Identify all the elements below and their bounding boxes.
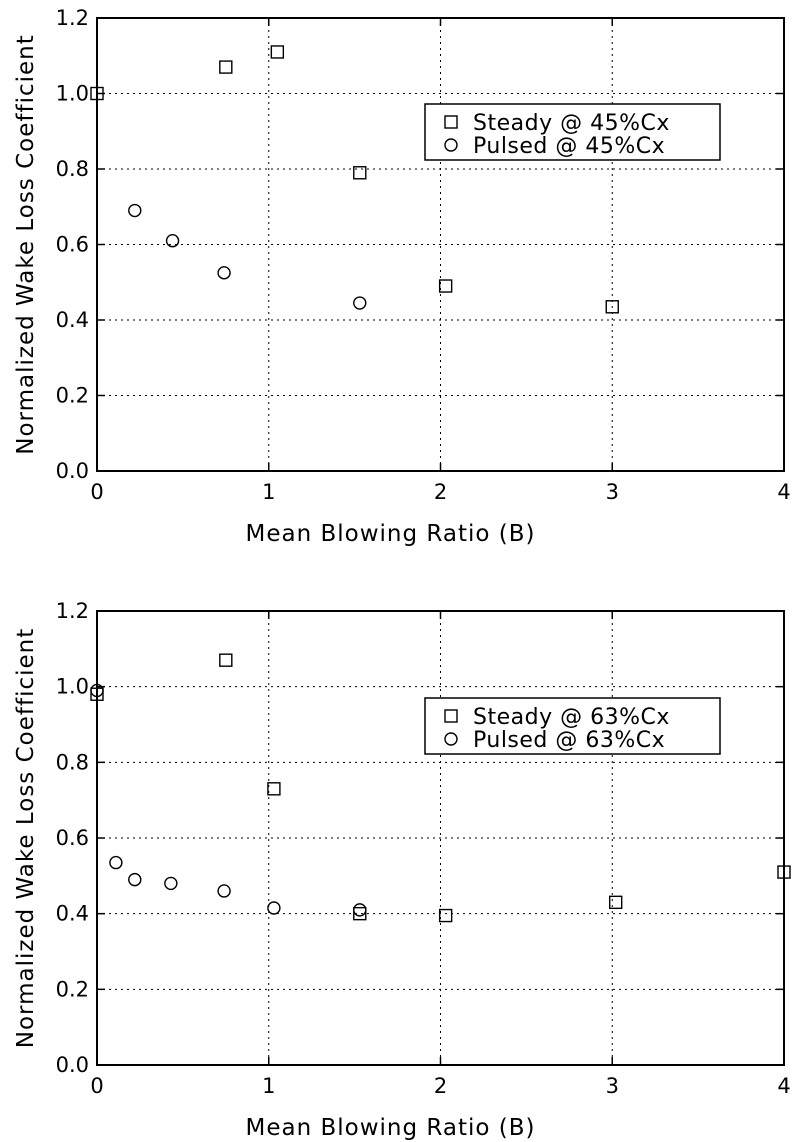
legend-entry: Pulsed @ 63%Cx [473, 728, 665, 753]
x-axis-label: Mean Blowing Ratio (B) [246, 521, 536, 547]
square-point [353, 906, 367, 921]
legend-entry: Pulsed @ 45%Cx [473, 134, 665, 159]
legend-entry: Steady @ 63%Cx [473, 705, 670, 730]
x-tick-label: 3 [606, 480, 619, 504]
y-tick-label: 0.2 [56, 977, 89, 1001]
x-tick-label: 1 [262, 1074, 275, 1098]
circle-point [217, 884, 231, 898]
y-tick-label: 1.0 [56, 675, 89, 699]
y-tick-label: 0.6 [56, 233, 89, 257]
square-point [90, 687, 104, 701]
axis-ticks: 0 1 2 3 4 0.0 0.2 0.4 0.6 0.8 1.0 1.2 [56, 599, 791, 1098]
square-point [438, 908, 453, 923]
circle-point [128, 203, 142, 218]
bottom-plot: 0 1 2 3 4 0.0 0.2 0.4 0.6 0.8 1.0 1.2 Mean Blowing R… [13, 599, 791, 1141]
legend-marker [444, 138, 458, 152]
x-tick-label: 0 [90, 480, 103, 504]
series-square [90, 653, 791, 923]
x-tick-label: 1 [262, 480, 275, 504]
square-point [219, 653, 233, 667]
circle-point [128, 872, 142, 887]
circle-point [267, 901, 281, 915]
square-point [608, 895, 623, 910]
y-axis-label: Normalized Wake Loss Coefficient [13, 628, 39, 1048]
top-plot: 0 1 2 3 4 0.0 0.2 0.4 0.6 0.8 1.0 1.2 Mean Blowing R… [13, 6, 791, 547]
axis-ticks: 0 1 2 3 4 0.0 0.2 0.4 0.6 0.8 1.0 1.2 [56, 6, 791, 504]
y-tick-label: 0.0 [56, 459, 89, 483]
legend-box [424, 697, 721, 755]
y-tick-label: 1.2 [56, 6, 89, 30]
circle-point [109, 855, 123, 870]
y-tick-label: 0.6 [56, 826, 89, 850]
y-tick-label: 0.8 [56, 157, 89, 181]
square-point [219, 60, 233, 74]
circle-point [164, 876, 178, 891]
legend-marker [444, 732, 458, 746]
y-tick-label: 1.2 [56, 599, 89, 623]
legend-box [424, 103, 721, 161]
x-tick-label: 3 [606, 1074, 619, 1098]
series-circle [128, 203, 367, 310]
y-axis-label: Normalized Wake Loss Coefficient [13, 34, 39, 454]
legend-marker [444, 709, 458, 723]
x-tick-label: 0 [90, 1074, 103, 1098]
square-point [777, 865, 791, 879]
y-tick-label: 0.4 [56, 902, 89, 926]
square-point [353, 166, 367, 180]
square-point [267, 782, 281, 796]
x-tick-label: 4 [777, 1074, 790, 1098]
y-tick-label: 1.0 [56, 82, 89, 106]
circle-point [217, 266, 231, 280]
x-axis-label: Mean Blowing Ratio (B) [246, 1115, 536, 1141]
y-tick-label: 0.0 [56, 1053, 89, 1077]
grid [97, 611, 784, 1065]
series-circle [90, 683, 367, 917]
square-point [90, 86, 104, 101]
x-tick-label: 4 [777, 480, 790, 504]
x-tick-label: 2 [434, 480, 447, 504]
y-tick-label: 0.8 [56, 750, 89, 774]
legend-marker [444, 115, 458, 129]
circle-point [353, 296, 367, 310]
circle-point [165, 234, 180, 248]
legend-entry: Steady @ 45%Cx [473, 111, 670, 136]
square-point [270, 45, 285, 59]
series-square [90, 45, 619, 314]
x-tick-label: 2 [434, 1074, 447, 1098]
square-point [438, 279, 453, 293]
circle-point [353, 903, 367, 917]
square-point [605, 300, 619, 314]
y-tick-label: 0.4 [56, 308, 89, 332]
y-tick-label: 0.2 [56, 384, 89, 408]
circle-point [90, 683, 104, 698]
grid [97, 18, 784, 471]
